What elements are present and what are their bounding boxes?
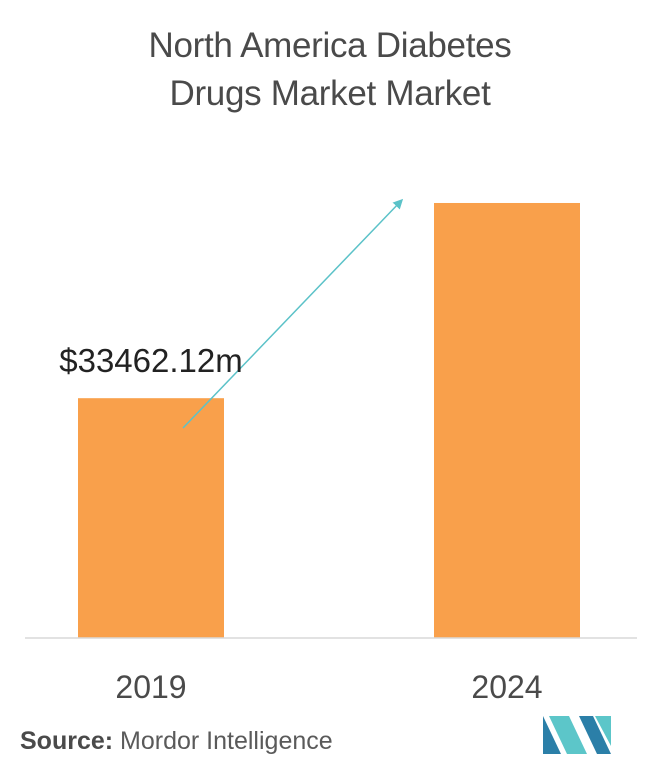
chart-title-line-1: North America Diabetes	[148, 26, 512, 65]
chart-title-line-2: Drugs Market Market	[169, 74, 491, 113]
source-label: Source:	[20, 727, 114, 755]
mordor-intelligence-logo-icon	[543, 716, 611, 754]
x-tick-label-2024: 2024	[471, 669, 542, 705]
x-tick-label-2019: 2019	[115, 669, 186, 705]
source-note: Source: Mordor Intelligence	[20, 727, 333, 756]
source-text: Mordor Intelligence	[120, 727, 333, 755]
chart-title: North America Diabetes Drugs Market Mark…	[0, 22, 660, 118]
bar-2024	[434, 202, 580, 638]
growth-arrow	[182, 198, 404, 429]
bar-2019	[78, 398, 224, 638]
data-label-2019: $33462.12m	[59, 342, 242, 379]
